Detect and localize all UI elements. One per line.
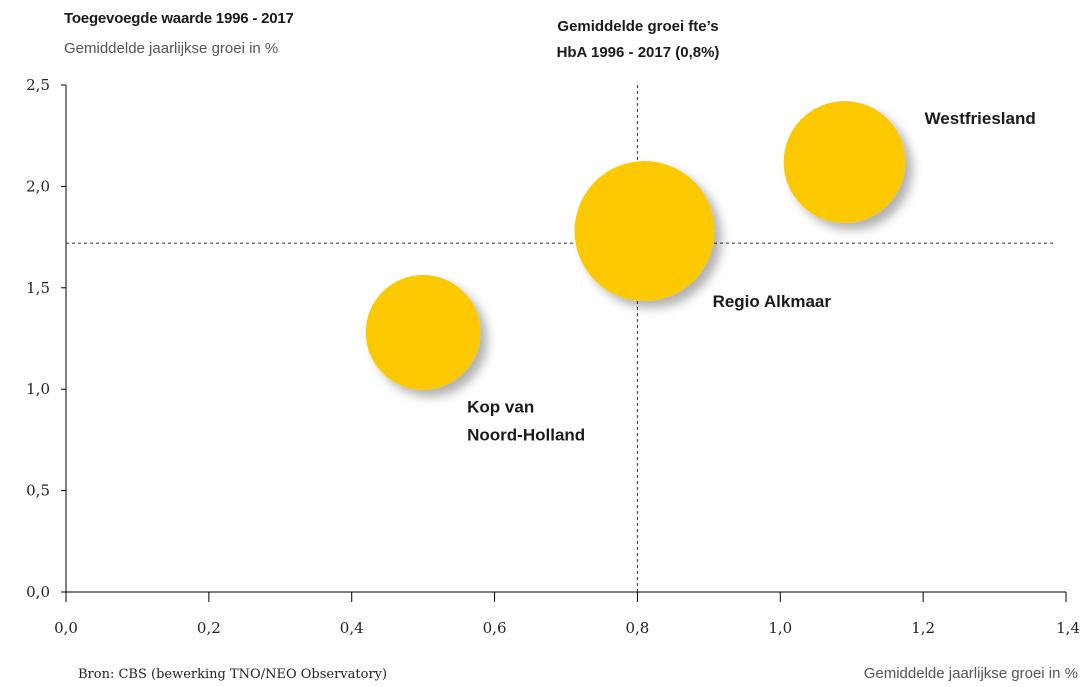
y-tick-label: 0,0 bbox=[26, 583, 50, 601]
x-tick-label: 1,4 bbox=[1056, 619, 1080, 637]
x-tick-label: 1,2 bbox=[911, 619, 935, 637]
y-tick-label: 2,0 bbox=[26, 177, 50, 195]
reference-title-line1: Gemiddelde groei fte’s bbox=[557, 18, 719, 35]
bubble-label: Noord-Holland bbox=[467, 425, 585, 444]
y-tick-label: 1,0 bbox=[26, 380, 50, 398]
x-tick-label: 0,2 bbox=[197, 619, 221, 637]
bubble-label: Kop van bbox=[467, 397, 534, 416]
x-tick-label: 0,4 bbox=[340, 619, 364, 637]
reference-title-line2: HbA 1996 - 2017 (0,8%) bbox=[556, 44, 720, 61]
x-axis-label: Gemiddelde jaarlijkse groei in % bbox=[863, 665, 1078, 682]
y-tick-label: 1,5 bbox=[26, 279, 50, 297]
x-tick-label: 1,0 bbox=[768, 619, 792, 637]
bubble-label: Westfriesland bbox=[925, 109, 1036, 128]
x-tick-label: 0,0 bbox=[54, 619, 78, 637]
chart-subtitle: Gemiddelde jaarlijkse groei in % bbox=[64, 40, 279, 57]
bubble[interactable] bbox=[574, 161, 715, 302]
y-tick-label: 0,5 bbox=[26, 482, 50, 500]
x-tick-label: 0,6 bbox=[483, 619, 507, 637]
reference-line-title: Gemiddelde groei fte’s HbA 1996 - 2017 (… bbox=[538, 14, 738, 66]
bubble-label: Regio Alkmaar bbox=[713, 292, 832, 311]
bubble[interactable] bbox=[783, 101, 906, 223]
y-tick-label: 2,5 bbox=[26, 76, 50, 94]
chart-title: Toegevoegde waarde 1996 - 2017 bbox=[64, 10, 294, 27]
source-note: Bron: CBS (bewerking TNO/NEO Observatory… bbox=[78, 667, 388, 682]
x-tick-label: 0,8 bbox=[625, 619, 649, 637]
bubble[interactable] bbox=[365, 275, 481, 390]
